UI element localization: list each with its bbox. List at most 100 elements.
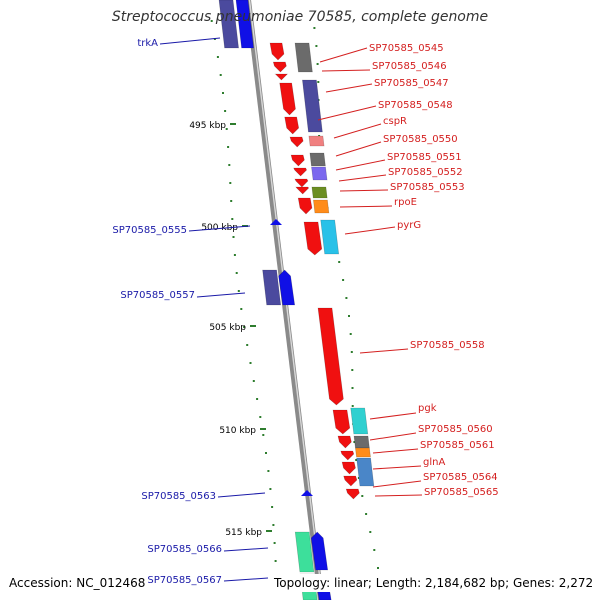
gene-label[interactable]: SP70585_0550 xyxy=(383,134,458,145)
gene-label[interactable]: SP70585_0558 xyxy=(410,340,485,351)
gene-label[interactable]: cspR xyxy=(383,116,407,127)
gc-dot xyxy=(262,434,265,436)
cog-block xyxy=(262,269,282,306)
gene-label[interactable]: SP70585_0545 xyxy=(369,43,444,54)
gc-dot xyxy=(235,272,238,274)
gene-leader-line xyxy=(372,465,422,470)
gene-label[interactable]: SP70585_0546 xyxy=(372,61,447,72)
reverse-gene-arrow xyxy=(289,136,304,148)
gene-label[interactable]: SP70585_0567 xyxy=(147,575,222,586)
gene-label[interactable]: SP70585_0565 xyxy=(424,487,499,498)
gc-dot xyxy=(252,380,255,382)
gc-dot xyxy=(230,200,233,202)
gene-label[interactable]: rpoE xyxy=(394,197,417,208)
gene-leader-line xyxy=(344,226,396,235)
gene-leader-line xyxy=(339,189,389,192)
gene-label[interactable]: pgk xyxy=(418,403,437,414)
gene-label[interactable]: SP70585_0563 xyxy=(141,491,216,502)
gc-dot xyxy=(246,344,249,346)
gene-leader-line xyxy=(217,492,266,498)
gene-label[interactable]: SP70585_0564 xyxy=(423,472,498,483)
gc-dot xyxy=(232,236,235,238)
cog-block xyxy=(320,219,340,255)
gc-dot xyxy=(228,164,231,166)
gene-leader-line xyxy=(335,141,382,157)
gc-dot xyxy=(365,513,368,515)
gene-leader-line xyxy=(223,577,269,582)
gene-leader-line xyxy=(335,159,386,171)
reverse-gene-arrow xyxy=(279,82,296,116)
scale-tick-label: 505 kbp xyxy=(209,323,246,333)
cog-block xyxy=(353,435,370,449)
gene-label[interactable]: SP70585_0551 xyxy=(387,152,462,163)
gene-label[interactable]: trkA xyxy=(137,38,158,49)
gc-dot xyxy=(225,128,228,130)
reverse-gene-arrow xyxy=(341,461,356,475)
gc-dot xyxy=(377,567,379,569)
gc-skew-dots xyxy=(210,20,383,587)
gc-dot xyxy=(348,315,350,317)
reverse-gene-arrow xyxy=(284,116,300,135)
gene-leader-line xyxy=(159,37,221,45)
gc-dot xyxy=(229,182,232,184)
gene-label[interactable]: SP70585_0566 xyxy=(147,544,222,555)
gc-dot xyxy=(259,416,262,418)
reverse-gene-arrow xyxy=(269,42,285,61)
genome-summary-text: Topology: linear; Length: 2,184,682 bp; … xyxy=(272,574,596,592)
gene-leader-line xyxy=(223,547,269,552)
gc-dot xyxy=(243,326,246,328)
cog-block xyxy=(355,447,371,458)
gene-labels: trkA SP70585_0545 SP70585_0546 SP70585_0547… xyxy=(112,37,499,586)
reverse-gene-arrow xyxy=(337,435,352,449)
reverse-gene-arrow xyxy=(317,307,344,406)
scale-tick-label: 515 kbp xyxy=(225,528,262,538)
cog-block xyxy=(309,152,326,167)
cog-block xyxy=(311,186,328,199)
cog-block xyxy=(356,457,375,487)
gene-label[interactable]: pyrG xyxy=(397,220,421,231)
forward-gene-arrow xyxy=(310,531,329,571)
gc-dot xyxy=(353,441,356,443)
gene-leader-line xyxy=(321,69,371,72)
scale-tick-label: 510 kbp xyxy=(219,426,256,436)
forward-gene-arrow xyxy=(278,269,296,306)
forward-gene-marker xyxy=(270,219,282,225)
gc-dot xyxy=(342,279,345,281)
gc-dot xyxy=(345,297,348,299)
gc-dot xyxy=(361,495,364,497)
gene-label[interactable]: SP70585_0557 xyxy=(120,290,195,301)
gc-dot xyxy=(355,459,358,461)
gene-label[interactable]: SP70585_0560 xyxy=(418,424,493,435)
gc-dot xyxy=(265,452,267,454)
gc-dot xyxy=(373,549,376,551)
gc-dot xyxy=(315,45,318,47)
gc-dot xyxy=(233,254,236,256)
gene-label[interactable]: SP70585_0547 xyxy=(374,78,449,89)
gc-dot xyxy=(349,333,352,335)
gene-label[interactable]: SP70585_0548 xyxy=(378,100,453,111)
gc-dot xyxy=(222,92,224,94)
gene-label[interactable]: SP70585_0552 xyxy=(388,167,463,178)
gc-dot xyxy=(313,27,316,29)
cog-block xyxy=(311,166,328,181)
gc-dot xyxy=(231,218,234,220)
gene-label[interactable]: glnA xyxy=(423,457,445,468)
gc-dot xyxy=(216,56,219,58)
gene-label[interactable]: SP70585_0561 xyxy=(420,440,495,451)
gene-leader-line xyxy=(317,105,377,121)
reverse-gene-arrow xyxy=(272,61,287,73)
gc-dot xyxy=(316,63,319,65)
gc-dot xyxy=(224,110,227,112)
reverse-gene-arrow xyxy=(297,197,313,215)
reverse-gene-arrow xyxy=(293,167,307,177)
scale-tick-label: 495 kbp xyxy=(189,121,226,131)
reverse-gene-arrow xyxy=(290,154,305,167)
gc-dot xyxy=(219,74,222,76)
gc-dot xyxy=(272,524,275,526)
gene-label[interactable]: SP70585_0553 xyxy=(390,182,465,193)
gene-label[interactable]: SP70585_0555 xyxy=(112,225,187,236)
gc-dot xyxy=(237,290,240,292)
forward-gene-arrow xyxy=(235,0,254,49)
